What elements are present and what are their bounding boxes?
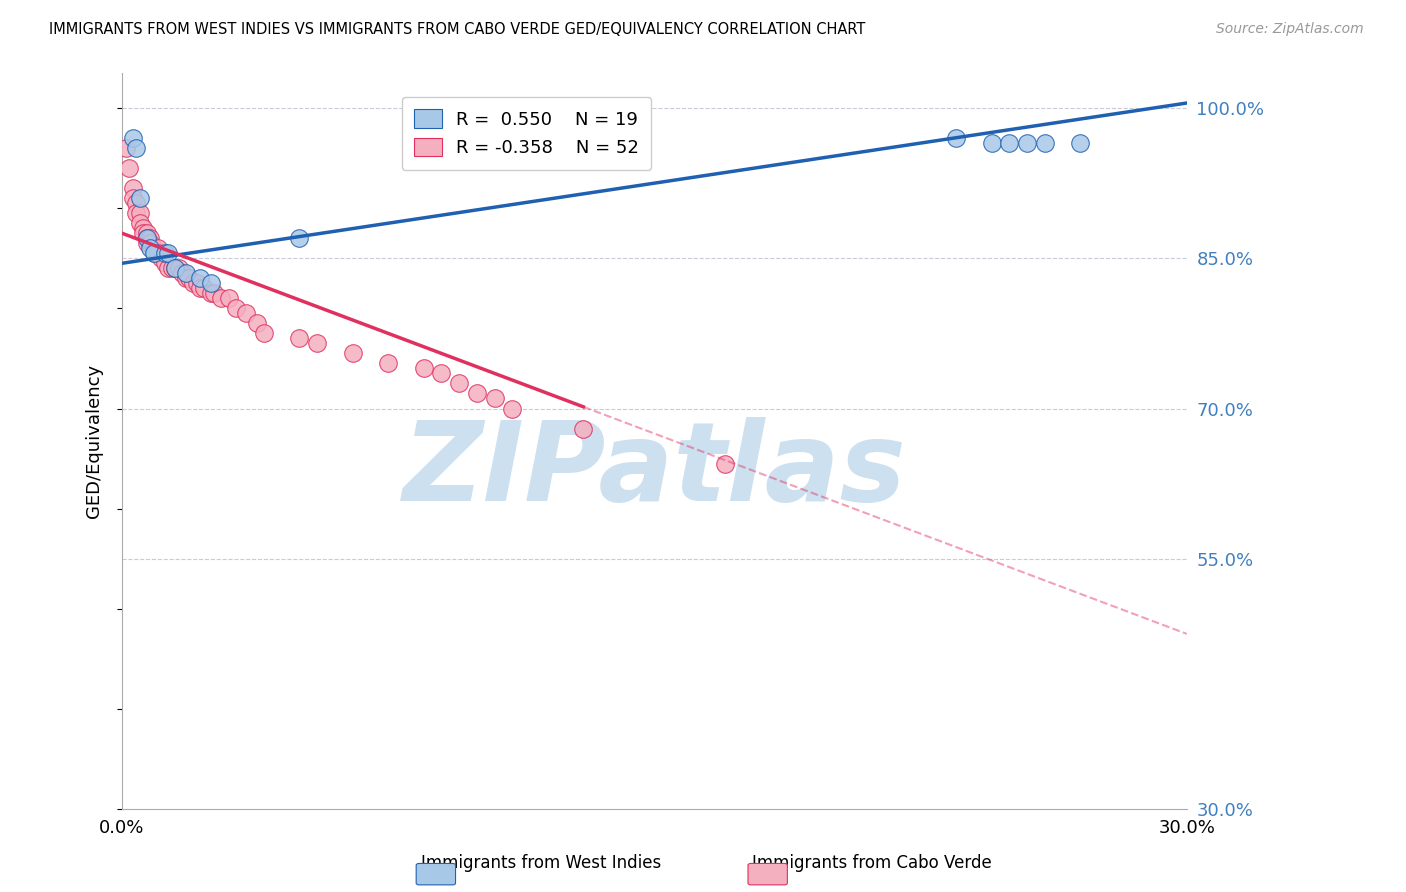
Point (139, 241, 162, 255)
Point (307, 336, 329, 351)
Point (121, 131, 143, 145)
Point (253, 326, 276, 341)
Point (377, 356, 399, 370)
Point (342, 346, 364, 360)
Point (980, 136, 1002, 150)
Point (132, 226, 155, 240)
Text: ZIPatlas: ZIPatlas (402, 417, 907, 524)
Point (1033, 136, 1056, 150)
Point (572, 421, 595, 435)
Point (186, 277, 208, 291)
Point (188, 281, 211, 295)
Point (121, 191, 143, 205)
Point (118, 161, 141, 175)
Point (114, 141, 136, 155)
Text: Immigrants from West Indies: Immigrants from West Indies (422, 855, 661, 872)
Point (501, 401, 523, 416)
Point (135, 236, 157, 251)
Point (225, 301, 247, 316)
Point (200, 277, 222, 291)
Point (125, 206, 148, 220)
Point (146, 246, 169, 260)
Point (218, 291, 240, 305)
Point (174, 266, 197, 280)
Point (165, 261, 187, 276)
Text: Source: ZipAtlas.com: Source: ZipAtlas.com (1216, 22, 1364, 37)
Point (412, 361, 434, 376)
Point (135, 231, 157, 245)
Point (449, 376, 471, 391)
Point (157, 261, 180, 276)
Point (139, 231, 162, 245)
Point (128, 191, 150, 205)
Point (146, 241, 169, 255)
Point (167, 261, 190, 276)
Point (143, 246, 166, 260)
Point (172, 266, 194, 280)
Point (945, 131, 967, 145)
Point (139, 236, 162, 251)
Point (174, 271, 197, 285)
Point (160, 261, 183, 276)
Point (121, 181, 143, 195)
Point (181, 277, 204, 291)
Point (246, 317, 269, 331)
Point (128, 206, 150, 220)
Point (288, 331, 311, 345)
Point (200, 286, 222, 301)
Point (288, 231, 311, 245)
Point (128, 216, 150, 230)
Point (193, 281, 215, 295)
Point (1015, 136, 1038, 150)
Point (150, 252, 173, 266)
Y-axis label: GED/Equivalency: GED/Equivalency (86, 364, 103, 518)
Point (135, 231, 157, 245)
Point (430, 367, 453, 381)
Point (188, 271, 211, 285)
Point (484, 392, 506, 406)
Point (125, 141, 148, 155)
Point (998, 136, 1021, 150)
Point (179, 271, 201, 285)
Point (143, 241, 166, 255)
Text: Immigrants from Cabo Verde: Immigrants from Cabo Verde (752, 855, 991, 872)
Point (465, 386, 488, 401)
Point (143, 246, 166, 260)
Point (153, 246, 176, 260)
Point (153, 256, 176, 270)
Point (165, 261, 187, 276)
Text: IMMIGRANTS FROM WEST INDIES VS IMMIGRANTS FROM CABO VERDE GED/EQUIVALENCY CORREL: IMMIGRANTS FROM WEST INDIES VS IMMIGRANT… (49, 22, 866, 37)
Point (135, 226, 157, 240)
Point (209, 291, 232, 305)
Point (235, 306, 257, 320)
Legend: R =  0.550    N = 19, R = -0.358    N = 52: R = 0.550 N = 19, R = -0.358 N = 52 (402, 96, 651, 169)
Point (714, 457, 737, 471)
Point (1069, 136, 1091, 150)
Point (202, 286, 225, 301)
Point (157, 246, 180, 260)
Point (125, 196, 148, 211)
Point (132, 221, 155, 235)
